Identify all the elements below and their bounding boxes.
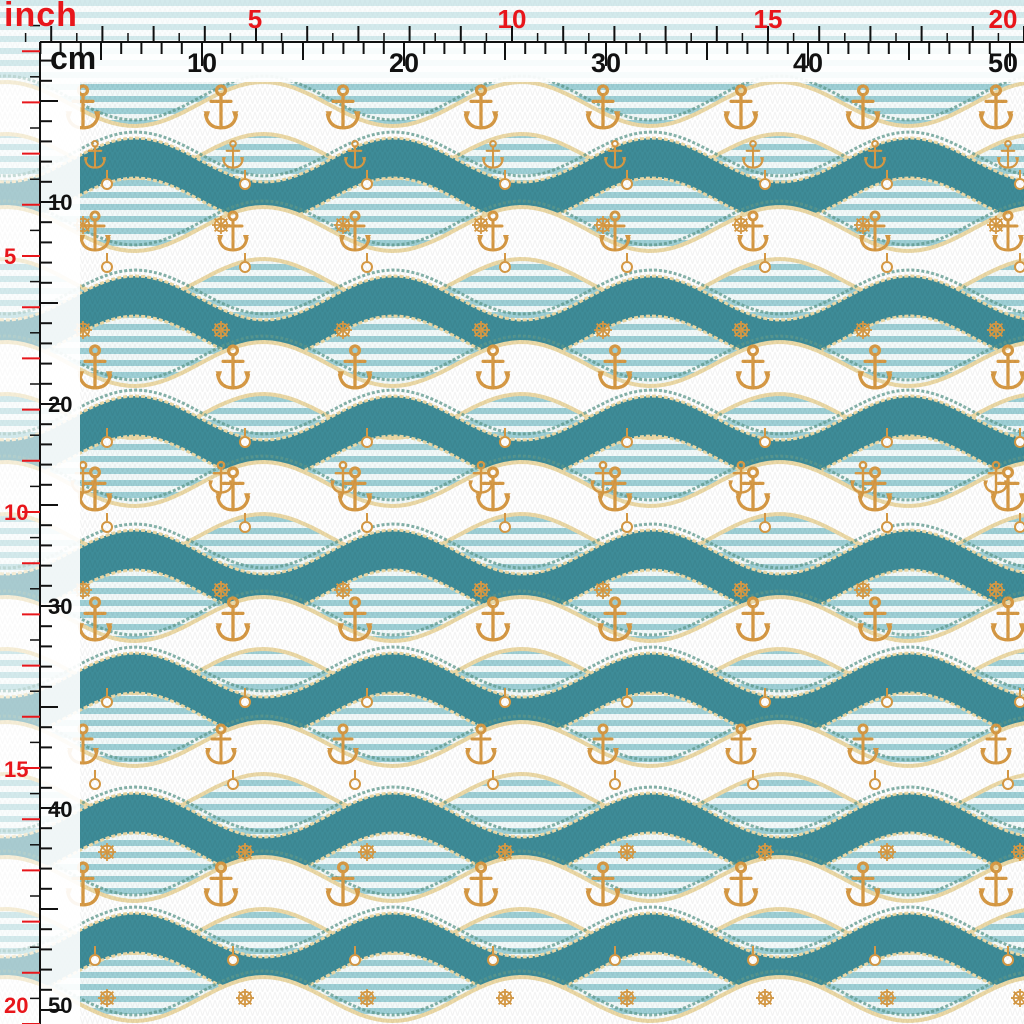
left-inch-label: 15 [4, 757, 29, 782]
top-inch-label: 5 [247, 4, 263, 34]
left-cm-label: 30 [48, 594, 73, 619]
left-cm-label: 10 [48, 190, 73, 215]
left-cm-label: 40 [48, 797, 73, 822]
inch-unit-label: inch [4, 0, 78, 34]
top-inch-label: 20 [988, 4, 1018, 34]
top-cm-label: 30 [590, 48, 622, 78]
left-cm-label: 50 [48, 993, 73, 1018]
left-inch-label: 5 [4, 244, 17, 269]
top-cm-label: 40 [792, 48, 824, 78]
left-cm-label: 20 [48, 392, 73, 417]
top-cm-label: 20 [388, 48, 420, 78]
top-cm-label: 10 [186, 48, 218, 78]
top-inch-label: 10 [497, 4, 527, 34]
top-cm-label: 50 [987, 48, 1019, 78]
cm-unit-label: cm [50, 40, 97, 76]
left-inch-label: 20 [4, 993, 29, 1018]
top-inch-label: 15 [753, 4, 783, 34]
left-inch-label: 10 [4, 500, 29, 525]
